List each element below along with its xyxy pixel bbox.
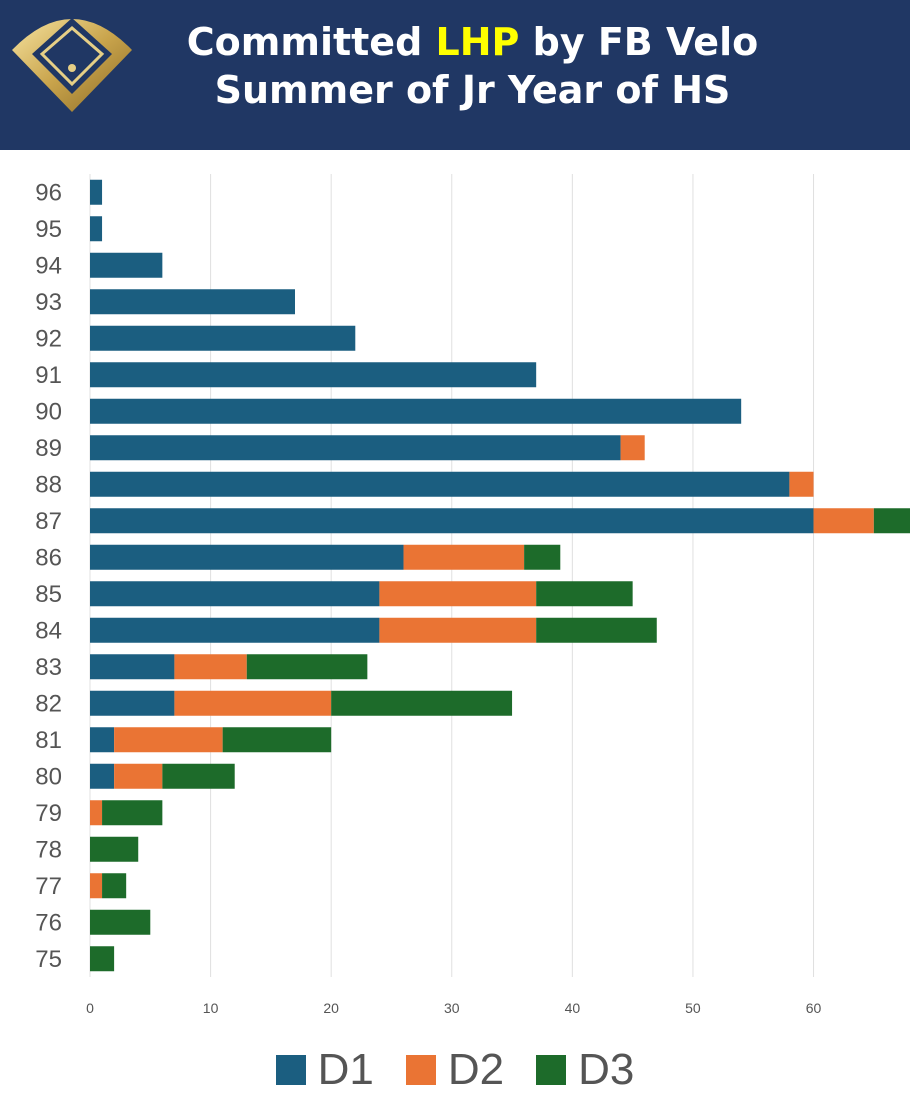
y-tick-label: 78 bbox=[35, 836, 62, 863]
title-post: by FB Velo bbox=[519, 20, 759, 64]
title-highlight: LHP bbox=[435, 20, 520, 64]
y-axis-labels: 96 95 94 93 92 91 90 89 88 87 86 85 84 83 82 81 80 79 78 77… bbox=[35, 179, 62, 973]
bar-d2-77 bbox=[90, 873, 103, 899]
bar-d3-82 bbox=[331, 690, 513, 716]
bar-d1-92 bbox=[90, 325, 356, 351]
x-tick-label: 50 bbox=[685, 1000, 701, 1016]
title-pre: Committed bbox=[186, 20, 436, 64]
baseball-diamond-icon bbox=[12, 18, 132, 112]
bar-d2-86 bbox=[403, 544, 525, 570]
y-tick-label: 82 bbox=[35, 690, 62, 717]
bar-d1-91 bbox=[90, 362, 537, 388]
bar-d3-81 bbox=[222, 727, 332, 753]
bar-d3-84 bbox=[536, 617, 657, 643]
y-tick-label: 86 bbox=[35, 544, 62, 571]
bar-chart: 96 95 94 93 92 91 90 89 88 87 86 85 84 83 82 81 80 79 78 77… bbox=[35, 174, 910, 1016]
bar-d1-86 bbox=[90, 544, 404, 570]
bars bbox=[90, 179, 910, 972]
bar-d1-94 bbox=[90, 252, 163, 278]
y-tick-label: 83 bbox=[35, 654, 62, 681]
y-tick-label: 88 bbox=[35, 471, 62, 498]
bar-d1-95 bbox=[90, 216, 103, 242]
x-tick-label: 30 bbox=[444, 1000, 460, 1016]
bar-d1-90 bbox=[90, 398, 742, 424]
bar-d2-84 bbox=[379, 617, 537, 643]
bar-d3-78 bbox=[90, 836, 139, 862]
x-tick-label: 20 bbox=[323, 1000, 339, 1016]
legend-item-d3: D3 bbox=[536, 1045, 634, 1095]
bar-d2-79 bbox=[90, 800, 103, 826]
chart-title: Committed LHP by FB Velo Summer of Jr Ye… bbox=[150, 18, 795, 114]
y-tick-label: 77 bbox=[35, 873, 62, 900]
bar-d2-88 bbox=[789, 471, 814, 497]
y-tick-label: 87 bbox=[35, 508, 62, 535]
bar-d2-82 bbox=[174, 690, 332, 716]
legend: D1 D2 D3 bbox=[0, 1040, 910, 1100]
y-tick-label: 89 bbox=[35, 435, 62, 462]
x-tick-label: 60 bbox=[806, 1000, 822, 1016]
x-tick-label: 0 bbox=[86, 1000, 94, 1016]
bar-d2-89 bbox=[620, 435, 645, 461]
legend-label: D1 bbox=[317, 1045, 374, 1094]
y-tick-label: 91 bbox=[35, 362, 62, 389]
bar-d2-87 bbox=[813, 508, 874, 534]
y-tick-label: 84 bbox=[35, 617, 62, 644]
bar-d1-84 bbox=[90, 617, 380, 643]
y-tick-label: 81 bbox=[35, 727, 62, 754]
bar-d1-80 bbox=[90, 763, 115, 789]
y-tick-label: 94 bbox=[35, 252, 62, 279]
bar-d3-76 bbox=[90, 909, 151, 935]
y-tick-label: 75 bbox=[35, 946, 62, 973]
legend-label: D3 bbox=[578, 1045, 635, 1094]
x-tick-label: 40 bbox=[565, 1000, 581, 1016]
legend-item-d2: D2 bbox=[405, 1045, 505, 1095]
y-tick-label: 95 bbox=[35, 216, 62, 243]
bar-d3-83 bbox=[246, 654, 368, 680]
bar-d1-89 bbox=[90, 435, 621, 461]
legend-label: D2 bbox=[447, 1045, 505, 1094]
bar-d3-87 bbox=[873, 508, 910, 534]
legend-swatch bbox=[405, 1055, 436, 1085]
y-tick-label: 96 bbox=[35, 179, 62, 206]
chart-header: Committed LHP by FB Velo Summer of Jr Ye… bbox=[0, 0, 910, 150]
legend-swatch bbox=[536, 1055, 567, 1085]
chart-subtitle: Summer of Jr Year of HS bbox=[214, 68, 731, 112]
bar-d3-77 bbox=[102, 873, 127, 899]
legend-swatch bbox=[275, 1055, 306, 1085]
y-tick-label: 80 bbox=[35, 763, 62, 790]
y-tick-label: 76 bbox=[35, 909, 62, 936]
bar-d1-83 bbox=[90, 654, 175, 680]
bar-d3-80 bbox=[162, 763, 235, 789]
bar-d3-86 bbox=[524, 544, 561, 570]
y-tick-label: 90 bbox=[35, 398, 62, 425]
y-tick-label: 93 bbox=[35, 289, 62, 316]
y-tick-label: 85 bbox=[35, 581, 62, 608]
bar-d3-79 bbox=[102, 800, 163, 826]
bar-d1-81 bbox=[90, 727, 115, 753]
bar-d1-87 bbox=[90, 508, 814, 534]
bar-d2-81 bbox=[114, 727, 223, 753]
bar-d1-88 bbox=[90, 471, 790, 497]
bar-d1-96 bbox=[90, 179, 103, 205]
y-tick-label: 79 bbox=[35, 800, 62, 827]
bar-d2-83 bbox=[174, 654, 247, 680]
x-tick-label: 10 bbox=[203, 1000, 219, 1016]
bar-d2-85 bbox=[379, 581, 537, 607]
legend-item-d1: D1 bbox=[275, 1045, 374, 1095]
bar-d2-80 bbox=[114, 763, 163, 789]
bar-d1-93 bbox=[90, 289, 295, 315]
y-tick-label: 92 bbox=[35, 325, 62, 352]
x-axis-labels: 0 10 20 30 40 50 60 bbox=[86, 1000, 821, 1016]
bar-d3-75 bbox=[90, 946, 115, 972]
bar-d1-85 bbox=[90, 581, 380, 607]
bar-d1-82 bbox=[90, 690, 175, 716]
bar-d3-85 bbox=[536, 581, 633, 607]
